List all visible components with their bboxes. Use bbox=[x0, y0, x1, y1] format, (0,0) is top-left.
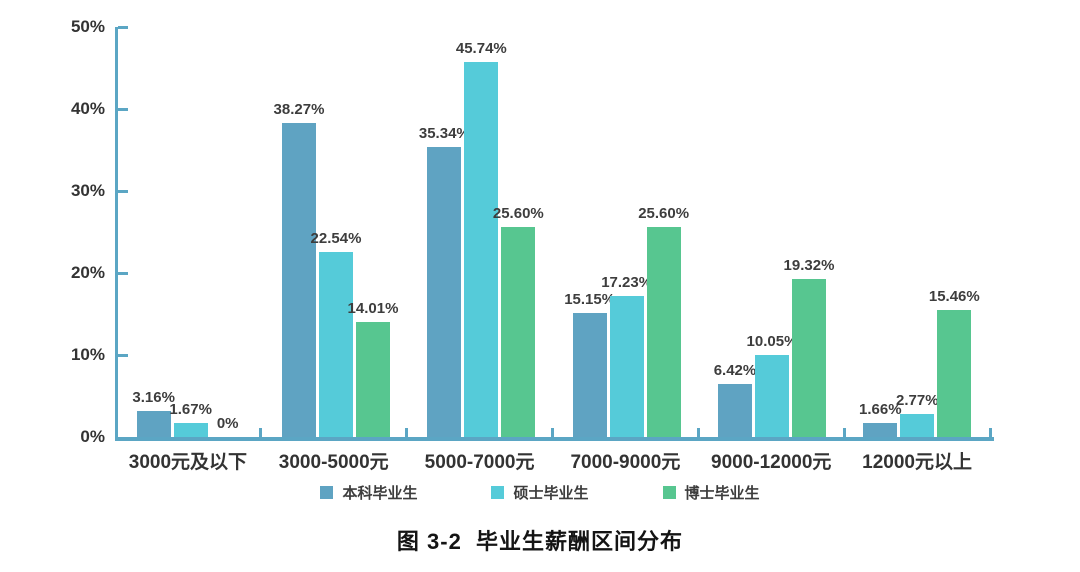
bar-value-label: 0% bbox=[216, 415, 239, 432]
legend-item-3: 博士毕业生 bbox=[662, 482, 760, 503]
bar-value-label: 38.27% bbox=[273, 101, 325, 119]
bar-group-3: 35.34% 45.74% 25.60% bbox=[409, 27, 554, 437]
bar-value-label: 1.67% bbox=[169, 401, 212, 419]
bar-series-1-category-3: 35.34% bbox=[419, 125, 470, 437]
bar-groups: 3.16% 1.67% 0% 38.27% 22.54% 14.01% 35.34% 45.7… bbox=[118, 27, 990, 437]
bar-value-label: 22.54% bbox=[310, 230, 362, 248]
bar-value-label: 6.42% bbox=[713, 362, 757, 380]
bar-series-2-category-3: 45.74% bbox=[456, 40, 507, 437]
bar-series-2-category-2: 22.54% bbox=[311, 230, 361, 437]
y-axis-tick bbox=[118, 25, 128, 29]
y-axis-line bbox=[115, 27, 118, 437]
legend-label: 硕士毕业生 bbox=[513, 485, 589, 502]
bar-group-2: 38.27% 22.54% 14.01% bbox=[263, 27, 408, 437]
x-axis-tick bbox=[405, 428, 409, 437]
bar-series-1-category-1: 3.16% bbox=[132, 389, 175, 437]
legend-item-1: 本科毕业生 bbox=[320, 482, 417, 503]
legend: 本科毕业生 硕士毕业生 博士毕业生 bbox=[0, 482, 1080, 503]
x-axis-tick bbox=[551, 428, 554, 437]
x-axis-tick bbox=[988, 428, 992, 437]
plot-area: 3.16% 1.67% 0% 38.27% 22.54% 14.01% 35.34% 45.7… bbox=[115, 25, 994, 441]
bar-value-label: 17.23% bbox=[601, 273, 653, 291]
y-axis-tick bbox=[118, 107, 128, 111]
bar-series-3-category-6: 15.46% bbox=[929, 288, 980, 437]
bar-value-label: 10.05% bbox=[746, 332, 798, 350]
legend-swatch-icon bbox=[320, 486, 334, 499]
y-tick-label: 50% bbox=[70, 17, 105, 36]
legend-swatch-icon bbox=[662, 486, 676, 499]
bar-series-3-category-2: 14.01% bbox=[348, 300, 398, 437]
y-tick-label: 40% bbox=[70, 99, 105, 118]
bar-series-2-category-6: 2.77% bbox=[896, 392, 939, 437]
category-label-6: 12000元以上 bbox=[862, 452, 972, 473]
category-label-2: 3000-5000元 bbox=[278, 452, 389, 473]
y-axis-labels: 0% 10% 20% 30% 40% 50% bbox=[35, 17, 105, 446]
legend-item-2: 硕士毕业生 bbox=[491, 482, 589, 503]
x-axis-tick bbox=[696, 428, 700, 437]
category-label-1: 3000元及以下 bbox=[128, 452, 248, 473]
bar-series-2-category-4: 17.23% bbox=[601, 274, 652, 437]
bar-value-label: 19.32% bbox=[783, 256, 835, 274]
bar-value-label: 25.60% bbox=[492, 205, 544, 223]
bar-series-2-category-1: 1.67% bbox=[169, 401, 212, 437]
x-axis-tick bbox=[842, 428, 846, 437]
bar-value-label: 14.01% bbox=[347, 300, 399, 318]
bar-group-1: 3.16% 1.67% 0% bbox=[118, 27, 263, 437]
legend-label: 博士毕业生 bbox=[684, 485, 760, 502]
bar-series-1-category-4: 15.15% bbox=[564, 291, 615, 437]
category-label-4: 7000-9000元 bbox=[570, 452, 681, 473]
y-axis-tick bbox=[118, 271, 128, 275]
bar-series-3-category-4: 25.60% bbox=[638, 205, 689, 437]
category-label-3: 5000-7000元 bbox=[424, 452, 535, 473]
bar-group-4: 15.15% 17.23% 25.60% bbox=[554, 27, 699, 437]
bar-value-label: 25.60% bbox=[638, 205, 690, 223]
bar-value-label: 15.15% bbox=[564, 290, 616, 308]
bar-series-3-category-5: 19.32% bbox=[784, 257, 834, 437]
bar-series-2-category-5: 10.05% bbox=[747, 333, 797, 437]
category-label-5: 9000-12000元 bbox=[711, 452, 832, 473]
y-tick-label: 10% bbox=[70, 345, 105, 364]
bar-value-label: 45.74% bbox=[455, 39, 507, 57]
legend-swatch-icon bbox=[491, 486, 505, 499]
bar-value-label: 15.46% bbox=[928, 288, 980, 306]
bar-series-1-category-6: 1.66% bbox=[859, 401, 902, 437]
bar-value-label: 3.16% bbox=[132, 389, 175, 407]
figure-caption: 图 3-2 毕业生薪酬区间分布 bbox=[396, 529, 684, 554]
x-axis-tick bbox=[259, 428, 263, 437]
bar-group-6: 1.66% 2.77% 15.46% bbox=[845, 27, 990, 437]
bar-value-label: 35.34% bbox=[418, 125, 470, 143]
y-axis-tick bbox=[118, 353, 128, 357]
x-axis-line bbox=[115, 437, 994, 441]
y-axis-tick bbox=[118, 189, 128, 193]
bar-series-1-category-5: 6.42% bbox=[714, 362, 756, 437]
y-tick-label: 0% bbox=[80, 427, 105, 446]
bar-value-label: 2.77% bbox=[896, 392, 939, 410]
bar-value-label: 1.66% bbox=[859, 401, 902, 419]
bar-group-5: 6.42% 10.05% 19.32% bbox=[699, 27, 844, 437]
legend-label: 本科毕业生 bbox=[342, 485, 418, 502]
bar-series-3-category-3: 25.60% bbox=[493, 205, 544, 437]
bar-series-1-category-2: 38.27% bbox=[274, 101, 324, 437]
y-tick-label: 20% bbox=[70, 263, 105, 282]
y-tick-label: 30% bbox=[70, 181, 105, 200]
x-axis-labels: 3000元及以下 3000-5000元 5000-7000元 7000-9000元 90… bbox=[115, 447, 990, 474]
